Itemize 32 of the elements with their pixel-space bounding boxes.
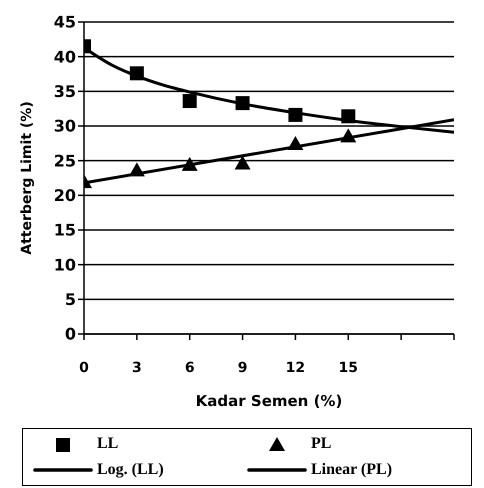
point	[182, 156, 198, 171]
point	[130, 66, 144, 80]
x-tick-label: 9	[238, 360, 248, 376]
y-tick-label: 35	[54, 82, 76, 102]
point	[340, 128, 356, 142]
y-axis-title: Atterberg Limit (%)	[18, 101, 35, 255]
x-tick-label: 0	[79, 360, 90, 376]
legend-label: PL	[311, 435, 332, 453]
y-tick-label: 15	[54, 220, 76, 240]
y-tick-label: 40	[54, 47, 76, 66]
y-tick-label: 45	[54, 12, 76, 32]
point	[128, 162, 145, 176]
legend-label: Log. (LL)	[97, 461, 164, 479]
x-tick-label: 6	[184, 360, 195, 376]
y-tick-label: 30	[54, 116, 76, 136]
point	[236, 96, 250, 110]
x-tick-label: 12	[286, 360, 306, 376]
x-tick-label: 15	[338, 360, 358, 376]
point	[182, 94, 197, 108]
y-tick-label: 5	[64, 290, 76, 310]
y-tick-label: 0	[64, 324, 76, 344]
point	[287, 136, 304, 150]
point	[234, 155, 251, 170]
y-tick-label: 20	[54, 186, 76, 206]
legend-label: LL	[97, 435, 118, 453]
y-tick-label: 10	[54, 255, 76, 274]
point	[288, 108, 302, 122]
y-tick-label: 25	[54, 151, 76, 170]
point	[341, 109, 356, 124]
x-axis-title: Kadar Semen (%)	[196, 392, 342, 410]
legend-label: Linear (PL)	[311, 461, 392, 479]
x-tick-label: 3	[132, 360, 142, 376]
